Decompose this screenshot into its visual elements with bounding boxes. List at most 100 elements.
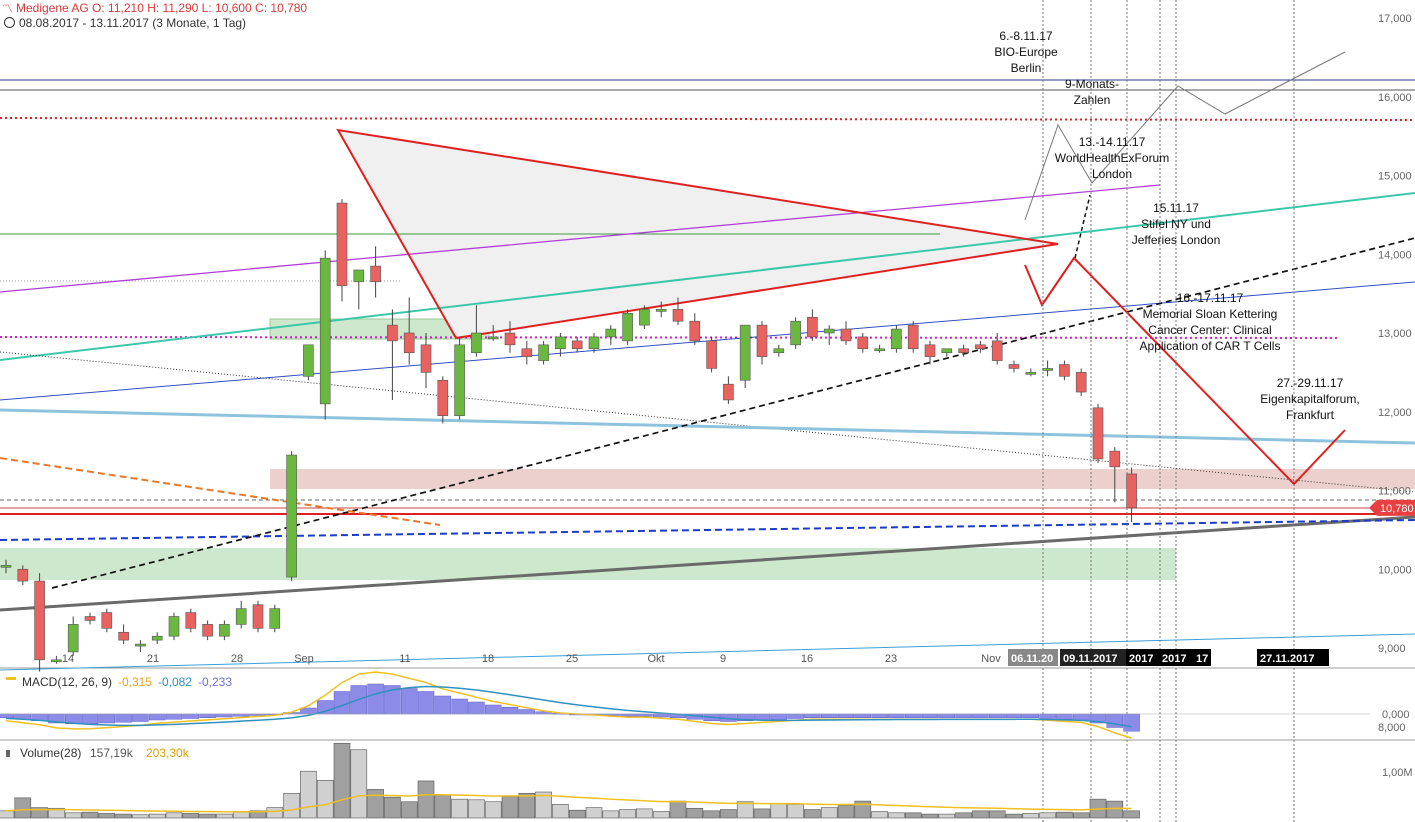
volume-bar [249, 810, 267, 819]
volume-bar [1039, 812, 1056, 819]
volume-bar [804, 809, 821, 819]
x-tick-label: 14 [62, 653, 74, 665]
volume-bar [0, 810, 15, 819]
macd-histogram-bar [132, 713, 149, 722]
macd-histogram-bar [972, 713, 989, 718]
candle-body [756, 324, 768, 357]
candle-body [504, 332, 516, 346]
event-annotation: Stifel NY und [1141, 217, 1211, 231]
candle-body [924, 344, 936, 357]
candle-body [521, 348, 533, 357]
candle-body [1092, 407, 1104, 460]
volume-bar [955, 812, 972, 819]
volume-bar [81, 811, 99, 819]
macd-histogram-bar [518, 709, 536, 715]
candle-body [353, 269, 365, 283]
event-annotation: 13.-14.11.17 [1079, 135, 1146, 149]
chart-header-daterange: 08.08.2017 - 13.11.2017 (3 Monate, 1 Tag… [4, 16, 246, 30]
volume-bar [636, 808, 653, 819]
macd-histogram-bar [182, 713, 200, 719]
volume-bar [333, 742, 351, 819]
volume-bar [669, 800, 687, 819]
volume-bar [98, 813, 116, 819]
x-tick-label: Sep [294, 653, 314, 665]
candle-body [857, 336, 869, 350]
date-marker-box [1159, 649, 1193, 666]
volume-bar [1022, 813, 1040, 819]
volume-bar [552, 804, 569, 819]
date-marker-box [1008, 649, 1058, 666]
volume-bar [854, 800, 872, 819]
candle-body [958, 348, 969, 353]
candle-body [1025, 372, 1037, 375]
candle-body [387, 324, 398, 342]
macd-legend-swatch [6, 677, 16, 680]
candle-body [538, 344, 549, 361]
volume-bar [451, 798, 468, 819]
candle-body [672, 309, 684, 322]
macd-histogram-bar [1039, 713, 1056, 719]
event-annotation: Zahlen [1074, 93, 1111, 107]
x-tick-label: 25 [566, 653, 578, 665]
candle-body [723, 383, 734, 401]
y-tick-label: 11,000 [1378, 486, 1411, 498]
x-tick-label: 18 [482, 653, 494, 665]
macd-histogram-bar [199, 713, 216, 718]
macd-histogram-bar [98, 713, 116, 724]
candle-body [235, 608, 247, 625]
volume-bar [1123, 810, 1140, 819]
clock-icon [4, 17, 15, 28]
macd-legend-value: -0,315 [118, 675, 152, 689]
macd-histogram-bar [115, 713, 132, 723]
candle-body [101, 612, 113, 629]
macd-histogram-bar [1123, 713, 1140, 732]
macd-histogram-bar [753, 713, 771, 721]
chart-title-text: Medigene AG O: 11,210 H: 11,290 L: 10,60… [16, 1, 308, 15]
macd-histogram-bar [888, 713, 905, 718]
macd-histogram-bar [652, 713, 670, 718]
event-annotation: Eigenkapitalforum, [1260, 392, 1359, 406]
volume-bar [283, 792, 300, 819]
trend-line-purple [0, 184, 1161, 293]
candle-body [605, 328, 617, 338]
x-tick-label: 28 [231, 653, 243, 665]
volume-bar [266, 807, 284, 819]
chart-header-title: 〽 Medigene AG O: 11,210 H: 11,290 L: 10,6… [2, 0, 307, 16]
candle-body [319, 257, 331, 405]
macd-histogram-bar [955, 713, 972, 718]
event-annotation: Berlin [1011, 61, 1042, 75]
macd-histogram-bar [988, 713, 1006, 718]
candle-body [571, 340, 583, 350]
macd-histogram-bar [484, 704, 502, 715]
candle-body [739, 324, 751, 381]
candle-body [773, 348, 785, 353]
trend-line-gray [0, 515, 1415, 612]
candle-body [487, 336, 499, 340]
trend-line-black-dashed [51, 237, 1415, 589]
trend-line-teal [0, 192, 1415, 361]
date-marker-label: 27.11.2017 [1260, 653, 1314, 665]
y-tick-label: 16,000 [1378, 92, 1412, 104]
candle-body [639, 309, 650, 326]
macd-histogram-bar [148, 713, 166, 721]
volume-bar [686, 807, 704, 819]
volume-bar [148, 813, 166, 819]
volume-bar [703, 810, 720, 819]
volume-bar [300, 770, 317, 819]
macd-histogram-bar [871, 713, 888, 718]
macd-y-tick: 0,000 [1382, 709, 1410, 721]
volume-legend-label: Volume(28) [20, 746, 81, 760]
candle-body [907, 324, 919, 350]
event-annotation: Frankfurt [1286, 408, 1335, 422]
candle-body [118, 631, 129, 641]
date-marker-label: 2017 [1162, 653, 1186, 665]
macd-histogram-bar [854, 713, 872, 718]
event-annotation: 9-Monats- [1065, 77, 1119, 91]
y-tick-label: 15,000 [1378, 171, 1412, 183]
volume-bar [115, 813, 132, 819]
volume-bar [384, 796, 401, 819]
x-tick-label: 23 [885, 653, 897, 665]
candle-body [471, 332, 482, 353]
volume-legend-value: 157,19k [90, 746, 134, 760]
dotted-magenta-line [0, 336, 1341, 339]
